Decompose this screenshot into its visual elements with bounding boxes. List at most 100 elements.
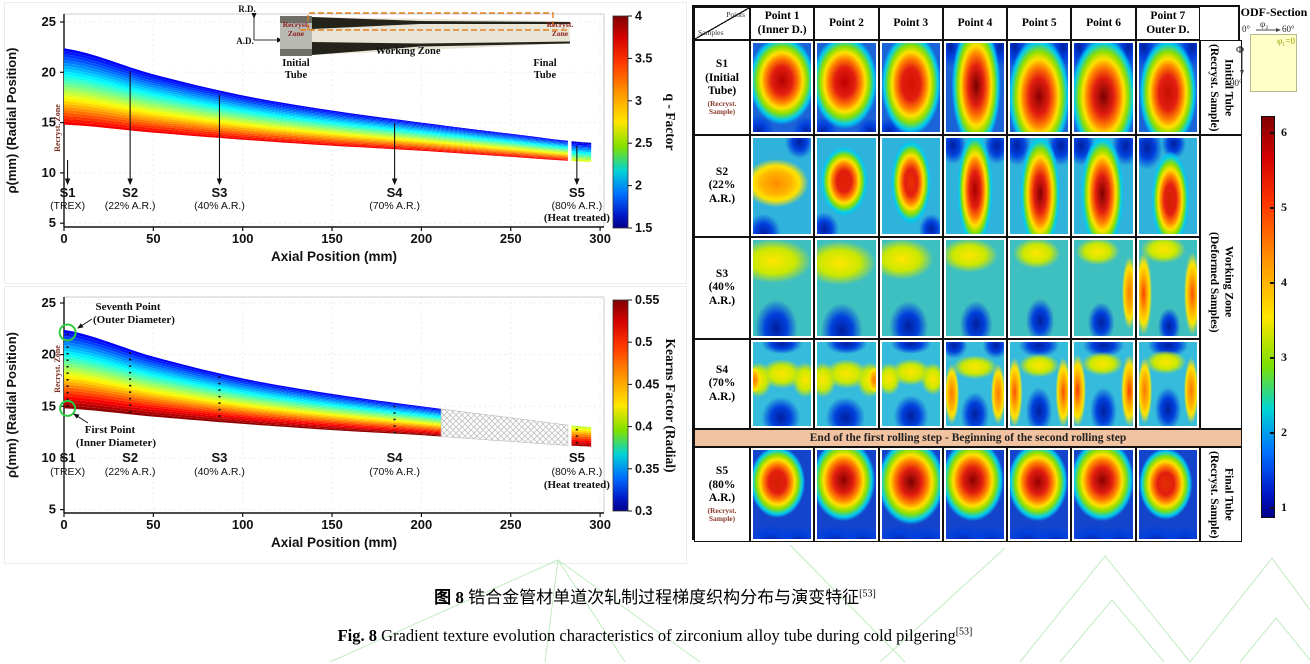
sample-sublabel: (TREX) [50, 466, 85, 478]
colorbar-tick-label: 2 [635, 179, 642, 193]
odf-cell-s2-p4 [942, 135, 1008, 237]
colorbar-tick-label: 0.55 [635, 293, 659, 307]
band-layer [571, 433, 592, 437]
odf-map-s4-p5 [1010, 342, 1069, 426]
odf-cell-s3-p6 [1071, 237, 1136, 339]
caption-zh-label: 图 8 [434, 588, 464, 607]
odf-map-s2-p2 [817, 138, 876, 234]
row-label-s3: S3 (40% A.R.) [694, 237, 750, 339]
working-zone-label: Working Zone [375, 46, 440, 57]
odf-colorbar-tick [1270, 432, 1275, 434]
odf-legend-60deg: 60° [1282, 24, 1295, 34]
kearns-factor-chart: 25 20 15 10 50 50 100 150 200 250 300 Axial Positio… [4, 293, 678, 550]
recryst-zone-label: Recryst. Zone [53, 104, 62, 152]
y-tick-label: 20 [42, 64, 56, 79]
sample-label: S1 [60, 450, 76, 465]
side-label-1: Working Zone (Deformed Samples) [1200, 135, 1242, 429]
seventh-point-label2: (Outer Diameter) [93, 314, 175, 326]
row-label-note: (Recryst. Sample) [707, 505, 737, 524]
corner-samples-label: Samples [698, 28, 724, 37]
seventh-point-arrow [77, 318, 93, 329]
odf-cell-s5-p5 [1007, 447, 1072, 542]
recryst-right-1: Recryst. [547, 20, 574, 29]
sample-sublabel: (70% A.R.) [369, 200, 420, 212]
caption-en-label: Fig. 8 [337, 626, 378, 645]
x-tick-label: 200 [411, 517, 433, 532]
side-label-text: Final Tube (Recryst. Sample) [1208, 450, 1235, 539]
x-tick-label: 50 [146, 517, 160, 532]
odf-cell-s5-p7 [1135, 447, 1200, 542]
band-layer [64, 121, 568, 161]
odf-map-s4-p1 [753, 342, 812, 426]
odf-legend-0deg: 0° [1242, 24, 1251, 34]
colorbar-tick-label: 3.5 [635, 51, 652, 65]
sample-label: S2 [122, 185, 138, 200]
odf-cell-s5-p1 [750, 447, 815, 542]
side-label-0: Initial Tube (Recryst. Sample) [1200, 40, 1242, 135]
odf-cell-s4-p6 [1071, 339, 1136, 429]
odf-cell-s2-p3 [878, 135, 943, 237]
odf-map-s3-p2 [817, 240, 876, 336]
x-tick-label: 100 [232, 517, 254, 532]
recryst-zone-label: Recryst. Zone [53, 345, 62, 393]
ad-label: A.D. [236, 36, 254, 46]
odf-cell-s5-p2 [814, 447, 879, 542]
odf-map-s2-p5 [1010, 138, 1069, 234]
col-header-point6: Point 6 [1071, 7, 1136, 40]
odf-map-s1-p1 [753, 43, 812, 132]
odf-cell-s5-p3 [878, 447, 943, 542]
odf-cell-s5-p4 [942, 447, 1008, 542]
side-label-text: Working Zone (Deformed Samples) [1208, 231, 1235, 333]
tube-wall-top [312, 17, 570, 29]
corner-points-label: Points [726, 10, 745, 19]
sample-label: S3 [212, 185, 228, 200]
odf-map-s5-p1 [753, 450, 812, 539]
odf-cell-s4-p7 [1135, 339, 1200, 429]
odf-cell-s2-p6 [1071, 135, 1136, 237]
x-tick-label: 250 [500, 517, 522, 532]
initial-tube-label: Initial [282, 58, 310, 69]
odf-colorbar-tick-label: 2 [1281, 425, 1287, 439]
band-layer [64, 112, 568, 159]
odf-cell-s3-p3 [878, 237, 943, 339]
odf-colorbar-tick-label: 1 [1281, 500, 1287, 514]
band-layer [64, 393, 442, 433]
odf-panel: Points Samples Point 1 (Inner D.) Point 2 Po… [690, 0, 1310, 564]
odf-map-s4-p7 [1138, 342, 1197, 426]
sample-label: S4 [387, 450, 404, 465]
odf-cell-s3-p7 [1135, 237, 1200, 339]
odf-cell-s4-p4 [942, 339, 1008, 429]
sample-sublabel: (70% A.R.) [369, 466, 420, 478]
odf-map-s1-p5 [1010, 43, 1069, 132]
q-chart-frame [4, 2, 687, 284]
odf-legend-phi1: φ₁=0 [1277, 36, 1295, 46]
row-label-text: S5 (80% A.R.) [708, 465, 736, 505]
odf-cell-s1-p2 [814, 40, 879, 135]
colorbar-tick-label: 4 [635, 9, 642, 23]
odf-cell-s4-p3 [878, 339, 943, 429]
row-label-s5: S5 (80% A.R.) (Recryst. Sample) [694, 447, 750, 542]
x-axis-title: Axial Position (mm) [271, 535, 397, 550]
odf-cell-s4-p5 [1007, 339, 1072, 429]
seventh-point-circle [58, 323, 77, 342]
odf-cell-s1-p7 [1135, 40, 1200, 135]
odf-cell-s1-p1 [750, 40, 815, 135]
odf-map-s3-p4 [945, 240, 1005, 336]
odf-map-s5-p7 [1138, 450, 1197, 539]
col-header-point5: Point 5 [1007, 7, 1072, 40]
x-tick-label: 300 [589, 517, 611, 532]
first-point-label2: (Inner Diameter) [76, 437, 156, 449]
odf-map-s3-p7 [1138, 240, 1197, 336]
x-tick-label: 250 [500, 231, 522, 246]
odf-map-s2-p4 [945, 138, 1005, 234]
band-layer [64, 399, 442, 435]
caption-en: Fig. 8 Gradient texture evolution charac… [0, 626, 1310, 646]
odf-legend-title: ODF-Section [1240, 5, 1308, 19]
odf-colorbar [1261, 116, 1275, 518]
odf-map-s2-p6 [1074, 138, 1133, 234]
band-layer [64, 118, 568, 160]
odf-map-s5-p4 [945, 450, 1005, 539]
caption-zh: 图 8 锆合金管材单道次轧制过程梯度织构分布与演变特征[53] [0, 583, 1310, 608]
band-layer [571, 431, 592, 435]
